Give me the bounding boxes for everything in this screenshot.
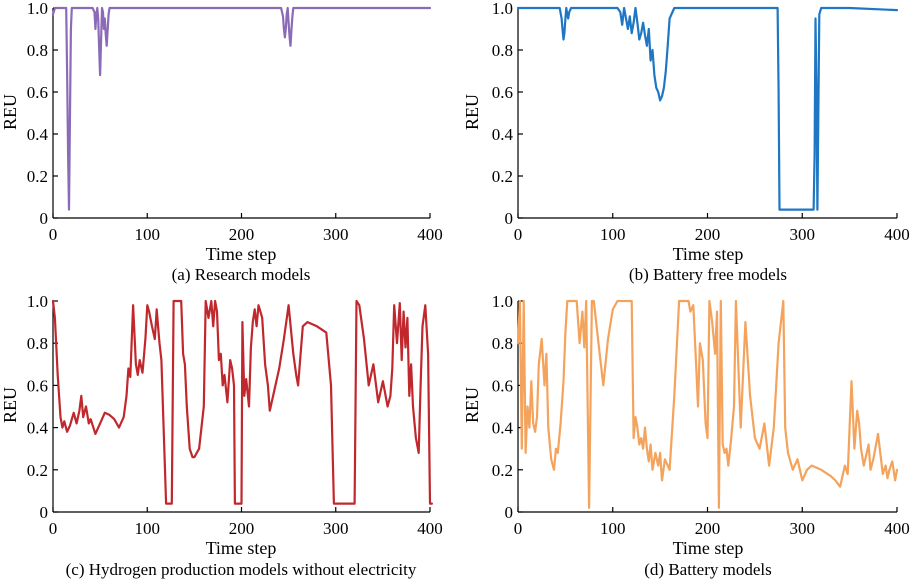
caption-b: (b) Battery free models (629, 265, 787, 284)
ylabel-d: REU (462, 387, 482, 423)
y-tick-label-d-2: 0.4 (492, 419, 514, 438)
y-tick-label-d-5: 1.0 (492, 292, 513, 311)
y-tick-label-a-3: 0.6 (27, 83, 48, 102)
y-tick-label-c-5: 1.0 (27, 292, 48, 311)
x-tick-label-c-1: 100 (135, 519, 161, 538)
x-tick-label-a-1: 100 (135, 225, 161, 244)
y-tick-label-c-2: 0.4 (27, 419, 49, 438)
panel-a: REU Time step (a) Research models 0 0.2 0.… (0, 0, 443, 284)
x-tick-label-d-3: 300 (790, 519, 816, 538)
y-tick-label-d-1: 0.2 (492, 461, 513, 480)
panel-c: REU Time step (c) Hydrogen production mo… (0, 292, 443, 579)
y-tick-label-b-5: 1.0 (492, 0, 513, 18)
x-tick-label-a-3: 300 (323, 225, 349, 244)
x-tick-label-c-2: 200 (229, 519, 255, 538)
xlabel-b: Time step (673, 244, 744, 264)
x-tick-label-b-3: 300 (790, 225, 816, 244)
y-tick-label-a-5: 1.0 (27, 0, 48, 18)
x-tick-label-d-1: 100 (600, 519, 626, 538)
y-tick-label-b-2: 0.4 (492, 125, 514, 144)
x-tick-label-b-2: 200 (695, 225, 721, 244)
y-tick-label-d-3: 0.6 (492, 376, 513, 395)
x-tick-label-a-2: 200 (229, 225, 255, 244)
series-line-d-0 (516, 299, 899, 509)
y-tick-label-b-1: 0.2 (492, 167, 513, 186)
x-tick-label-c-3: 300 (323, 519, 349, 538)
series-line-b-0 (516, 6, 899, 211)
y-tick-label-a-1: 0.2 (27, 167, 48, 186)
y-tick-label-c-0: 0 (40, 503, 49, 522)
y-tick-label-a-4: 0.8 (27, 41, 48, 60)
y-tick-label-b-3: 0.6 (492, 83, 513, 102)
ylabel-a: REU (0, 94, 20, 130)
series-line-c-0 (51, 299, 433, 505)
ylabel-c: REU (0, 387, 20, 423)
xlabel-d: Time step (673, 538, 744, 558)
panel-b: REU Time step (b) Battery free models 00… (462, 0, 910, 284)
x-tick-label-c-4: 400 (417, 519, 443, 538)
ylabel-b: REU (462, 94, 482, 130)
y-tick-label-d-4: 0.8 (492, 334, 513, 353)
x-tick-label-a-0: 0 (49, 225, 58, 244)
caption-a: (a) Research models (172, 265, 311, 284)
y-tick-label-c-3: 0.6 (27, 376, 48, 395)
series-line-a-0 (51, 6, 432, 211)
x-tick-label-d-4: 400 (884, 519, 910, 538)
xlabel-c: Time step (206, 538, 277, 558)
x-tick-label-b-1: 100 (600, 225, 626, 244)
y-tick-label-b-0: 0 (505, 209, 514, 228)
x-tick-label-d-2: 200 (695, 519, 721, 538)
y-tick-label-d-0: 0 (505, 503, 514, 522)
x-tick-label-b-4: 400 (884, 225, 910, 244)
y-tick-label-a-0: 0 (40, 209, 49, 228)
panel-d: REU Time step (d) Battery models 0 0.2 0.4… (462, 292, 910, 579)
x-tick-label-a-4: 400 (417, 225, 443, 244)
caption-c: (c) Hydrogen production models without e… (66, 560, 417, 579)
y-tick-label-a-2: 0.4 (27, 125, 49, 144)
y-tick-label-b-4: 0.8 (492, 41, 513, 60)
x-tick-label-c-0: 0 (49, 519, 58, 538)
y-tick-label-c-1: 0.2 (27, 461, 48, 480)
x-tick-label-b-0: 0 (514, 225, 523, 244)
caption-d: (d) Battery models (644, 560, 771, 579)
xlabel-a: Time step (206, 244, 277, 264)
y-tick-label-c-4: 0.8 (27, 334, 48, 353)
x-tick-label-d-0: 0 (514, 519, 523, 538)
